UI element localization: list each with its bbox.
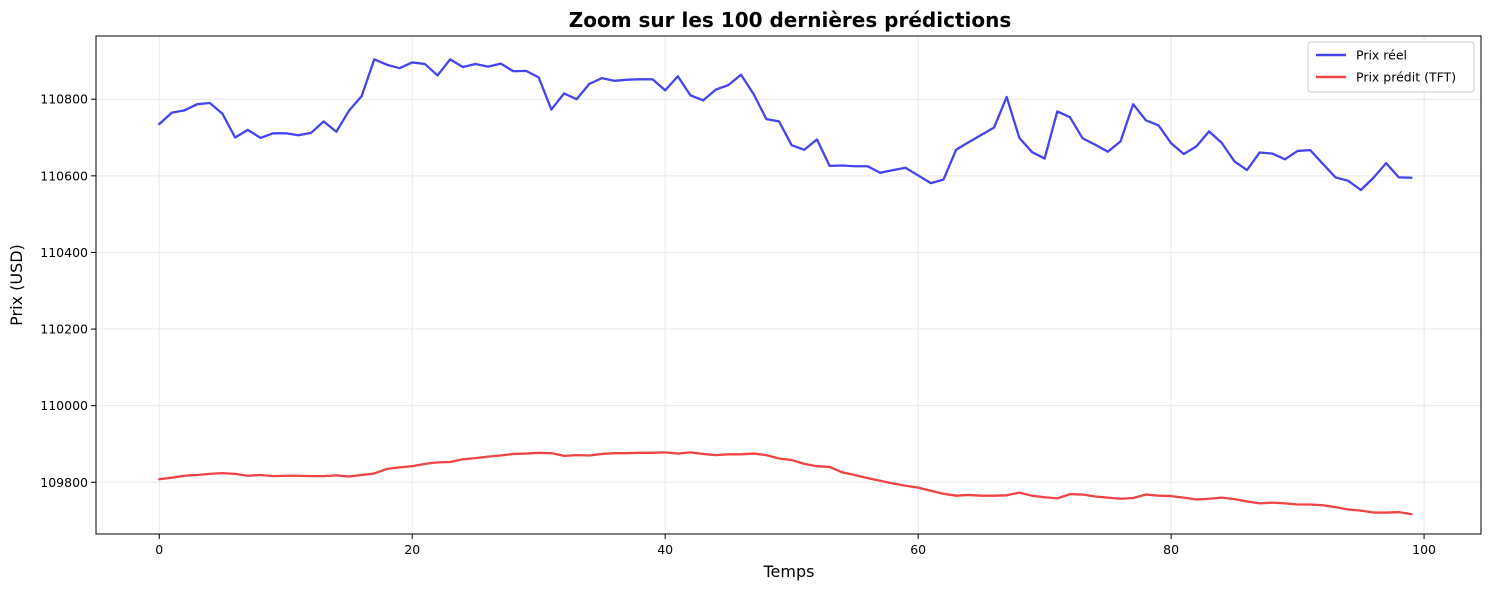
- y-tick-label: 110000: [40, 398, 88, 413]
- y-axis-label: Prix (USD): [7, 244, 26, 326]
- x-tick-label: 0: [155, 542, 163, 557]
- plot-frame: [95, 35, 1482, 535]
- x-tick-label: 100: [1412, 542, 1436, 557]
- series-line-prix-predit: [158, 451, 1413, 516]
- series-line-prix-reel: [158, 58, 1413, 192]
- y-tick-label: 110400: [40, 245, 88, 260]
- legend-label-prix-predit: Prix prédit (TFT): [1356, 70, 1456, 85]
- legend-box: [1307, 41, 1475, 93]
- x-tick-label: 80: [1163, 542, 1179, 557]
- x-tick-label: 60: [910, 542, 926, 557]
- legend: Prix réel Prix prédit (TFT): [1307, 41, 1475, 93]
- y-tick-label: 110600: [40, 168, 88, 183]
- x-tick-label: 20: [404, 542, 420, 557]
- y-tick-label: 109800: [40, 475, 88, 490]
- x-axis-ticks: 0 20 40 60 80 100: [155, 534, 1436, 557]
- series-lines: [158, 58, 1413, 516]
- chart-title: Zoom sur les 100 dernières prédictions: [569, 8, 1012, 32]
- y-tick-label: 110800: [40, 92, 88, 107]
- y-tick-label: 110200: [40, 322, 88, 337]
- x-tick-label: 40: [657, 542, 673, 557]
- legend-label-prix-reel: Prix réel: [1356, 48, 1407, 63]
- grid: [96, 36, 1481, 534]
- x-axis-label: Temps: [763, 562, 815, 581]
- y-axis-ticks: 109800 110000 110200 110400 110600 110800: [40, 92, 96, 490]
